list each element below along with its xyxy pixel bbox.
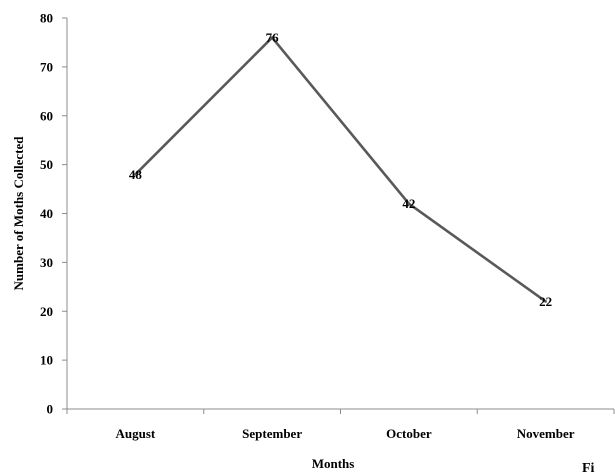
data-point	[270, 36, 274, 39]
y-tick-label: 10	[40, 353, 53, 368]
data-label: 22	[539, 294, 552, 309]
y-axis-title: Number of Moths Collected	[11, 136, 26, 291]
data-point	[407, 202, 411, 206]
x-tick-label: August	[116, 426, 156, 441]
x-tick-label: November	[517, 426, 575, 441]
data-label: 76	[266, 30, 280, 45]
data-point	[544, 300, 547, 303]
corner-text: Fi	[582, 461, 595, 473]
y-tick-label: 80	[40, 11, 53, 26]
x-tick-label: September	[242, 426, 302, 441]
x-axis-title: Months	[312, 456, 355, 471]
y-tick-label: 20	[40, 304, 53, 319]
y-tick-label: 60	[40, 108, 53, 123]
data-label: 48	[129, 167, 143, 182]
y-tick-label: 40	[40, 206, 53, 221]
y-tick-label: 0	[47, 402, 54, 417]
y-axis-ticks: 0 10 20 30 40 50 60 70 80	[40, 11, 67, 417]
y-tick-label: 50	[40, 157, 53, 172]
y-tick-label: 30	[40, 255, 53, 270]
series-line	[134, 36, 547, 303]
series-group	[134, 36, 547, 303]
y-tick-label: 70	[40, 59, 53, 74]
data-labels: 48 76 42 22	[129, 30, 552, 309]
data-point	[134, 173, 137, 176]
data-label: 42	[402, 196, 415, 211]
x-axis-ticks: August September October November	[66, 409, 615, 441]
x-tick-label: October	[386, 426, 432, 441]
